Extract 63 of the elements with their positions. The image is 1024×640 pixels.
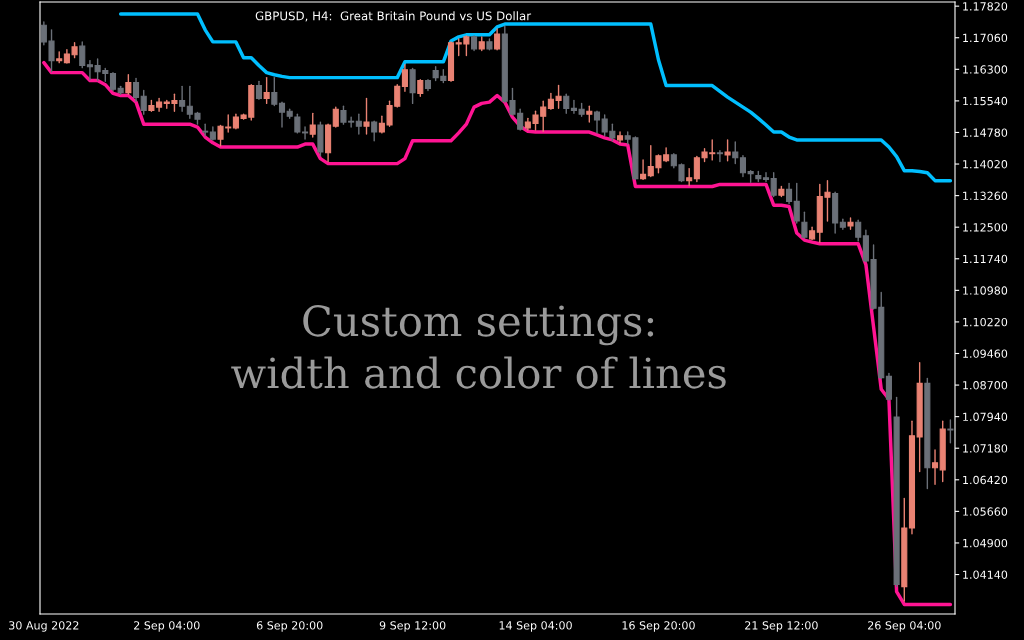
candlestick — [716, 150, 723, 163]
y-tick-label: 1.16300 — [963, 65, 1008, 74]
candlestick — [855, 219, 862, 242]
y-tick-label: 1.17820 — [963, 2, 1008, 11]
candlestick — [79, 41, 86, 69]
candlestick — [332, 106, 339, 128]
y-tick-label: 1.15540 — [963, 96, 1008, 106]
x-tick-label: 14 Sep 04:00 — [499, 621, 572, 632]
candlestick — [801, 211, 808, 239]
candlestick — [494, 28, 501, 51]
y-tick-label: 1.07180 — [963, 444, 1008, 453]
candlestick — [931, 449, 939, 486]
candlestick — [355, 113, 362, 135]
candlestick — [640, 159, 647, 181]
candlestick — [309, 112, 316, 138]
y-tick-label: 1.10980 — [963, 286, 1008, 295]
candlestick — [202, 123, 209, 137]
candlestick — [125, 74, 132, 95]
candlestick — [770, 172, 777, 198]
x-tick-label: 21 Sep 12:00 — [745, 621, 818, 632]
y-tick-label: 1.05660 — [963, 507, 1008, 516]
y-tick-label: 1.17060 — [963, 33, 1008, 43]
candlestick — [686, 167, 693, 187]
x-tick-label: 9 Sep 12:00 — [379, 621, 446, 632]
x-tick-label: 30 Aug 2022 — [9, 621, 79, 632]
candlestick — [762, 172, 770, 183]
candlestick — [885, 372, 892, 401]
y-tick-label: 1.13260 — [963, 191, 1008, 200]
candlestick — [593, 110, 601, 134]
y-tick-label: 1.06420 — [963, 475, 1008, 485]
candlestick — [363, 97, 370, 135]
text: GBPUSD, H4: Great Britain Pound vs US Dollar — [255, 11, 532, 22]
y-tick-label: 1.12500 — [963, 223, 1008, 232]
candlestick — [732, 141, 739, 165]
x-tick-label: 26 Sep 04:00 — [868, 621, 941, 632]
y-tick-label: 1.07940 — [963, 412, 1008, 422]
x-tick-label: 6 Sep 20:00 — [256, 621, 323, 632]
y-tick-label: 1.09460 — [963, 349, 1008, 358]
y-tick-label: 1.04900 — [963, 538, 1008, 548]
candlestick — [409, 67, 416, 105]
candlestick — [371, 120, 378, 142]
y-tick-label: 1.14780 — [963, 128, 1008, 137]
annotation: Custom settings: width and color of lines — [231, 305, 726, 389]
candlestick — [724, 139, 731, 162]
candlestick — [786, 182, 793, 205]
y-tick-label: 1.08700 — [963, 381, 1008, 390]
x-tick-label: 16 Sep 20:00 — [622, 621, 695, 632]
y-tick-label: 1.10220 — [963, 317, 1008, 327]
y-tick-label: 1.14020 — [963, 160, 1008, 169]
line-series — [118, 12, 953, 183]
y-tick-label: 1.04140 — [963, 570, 1008, 579]
candlestick — [401, 64, 408, 93]
y-tick-label: 1.11740 — [963, 254, 1008, 264]
x-tick-label: 2 Sep 04:00 — [134, 621, 200, 632]
candlestick — [563, 93, 570, 115]
candlestick — [271, 76, 278, 107]
candlestick — [263, 76, 270, 105]
candlestick — [179, 85, 186, 112]
candlestick — [278, 101, 286, 128]
candlestick — [140, 89, 147, 115]
line-series — [42, 60, 953, 607]
candlestick — [793, 182, 800, 224]
candlestick — [132, 77, 140, 102]
